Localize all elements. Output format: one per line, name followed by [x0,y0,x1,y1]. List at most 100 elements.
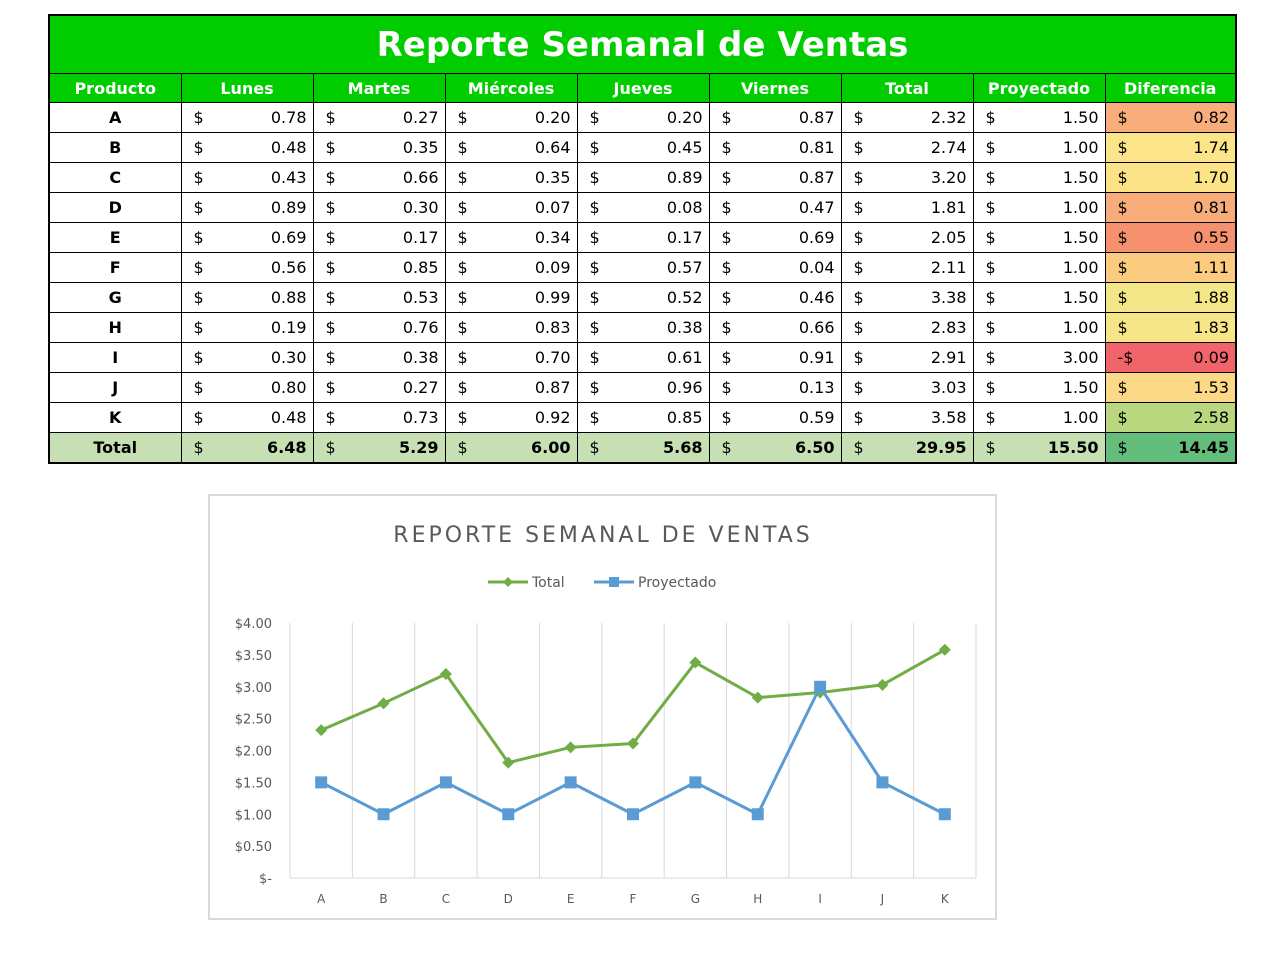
money-cell: $1.50 [972,102,1106,133]
money-cell: $0.73 [312,402,446,433]
x-tick-label: I [818,892,822,906]
currency-symbol: $ [985,378,996,397]
currency-symbol: $ [1117,378,1128,397]
currency-symbol: $ [721,108,732,127]
currency-symbol: $ [721,198,732,217]
currency-symbol: $ [721,318,732,337]
money-cell: $0.85 [312,252,446,283]
cell-value: 0.20 [666,108,703,127]
cell-value: 1.50 [1062,168,1099,187]
table-row: D $0.89 $0.30 $0.07 $0.08 $0.47 $1.81 $1.00 $0.8… [48,192,1237,223]
currency-symbol: $ [985,108,996,127]
money-cell: $3.03 [840,372,974,403]
money-cell: $0.45 [576,132,710,163]
cell-value: 0.69 [798,228,835,247]
money-cell: $0.80 [180,372,314,403]
currency-symbol: $ [853,318,864,337]
money-cell: $3.38 [840,282,974,313]
table-row: G $0.88 $0.53 $0.99 $0.52 $0.46 $3.38 $1.50 $1.8… [48,282,1237,313]
currency-symbol: $ [193,138,204,157]
currency-symbol: $ [325,408,336,427]
currency-symbol: $ [721,438,732,457]
cell-value: 0.73 [402,408,439,427]
cell-value: 0.57 [666,258,703,277]
money-cell: $0.46 [708,282,842,313]
column-header: Diferencia [1104,73,1237,103]
table-row: J $0.80 $0.27 $0.87 $0.96 $0.13 $3.03 $1.50 $1.5… [48,372,1237,403]
cell-value: 0.88 [270,288,307,307]
money-cell: $0.55 [1104,222,1237,253]
money-cell: $2.83 [840,312,974,343]
currency-symbol: $ [325,378,336,397]
money-cell: $1.50 [972,222,1106,253]
currency-symbol: $ [193,438,204,457]
money-cell: $14.45 [1104,432,1237,464]
currency-symbol: $ [193,408,204,427]
money-cell: $0.48 [180,132,314,163]
money-cell: $0.52 [576,282,710,313]
currency-symbol: $ [325,198,336,217]
point-total [502,756,515,769]
series-layer [315,643,951,821]
product-cell: G [48,282,182,313]
currency-symbol: $ [457,198,468,217]
currency-symbol: $ [589,198,600,217]
currency-symbol: $ [589,168,600,187]
money-cell: $0.99 [444,282,578,313]
money-cell: $1.00 [972,312,1106,343]
cell-value: 1.53 [1193,378,1229,397]
cell-value: 5.29 [399,438,439,457]
money-cell: $6.48 [180,432,314,464]
money-cell: $1.74 [1104,132,1237,163]
currency-symbol: $ [985,318,996,337]
cell-value: 0.35 [402,138,439,157]
column-header: Producto [48,73,182,103]
currency-symbol: $ [193,198,204,217]
cell-value: 0.53 [402,288,439,307]
cell-value: 1.50 [1062,378,1099,397]
cell-value: 0.85 [666,408,703,427]
money-cell: $5.68 [576,432,710,464]
money-cell: $1.50 [972,282,1106,313]
y-tick-label: $0.50 [235,840,272,855]
money-cell: $0.04 [708,252,842,283]
cell-value: 0.45 [666,138,703,157]
currency-symbol: $ [985,228,996,247]
y-tick-label: $1.00 [235,808,272,823]
money-cell: $5.29 [312,432,446,464]
cell-value: 6.48 [267,438,307,457]
money-cell: $0.09 [444,252,578,283]
product-cell: A [48,102,182,133]
currency-symbol: $ [589,258,600,277]
product-cell: B [48,132,182,163]
currency-symbol: $ [193,108,204,127]
cell-value: 0.89 [270,198,307,217]
money-cell: $0.53 [312,282,446,313]
currency-symbol: $ [985,198,996,217]
currency-symbol: $ [193,348,204,367]
money-cell: $2.05 [840,222,974,253]
cell-value: 0.78 [270,108,307,127]
table-row: B $0.48 $0.35 $0.64 $0.45 $0.81 $2.74 $1.00 $1.7… [48,132,1237,163]
cell-value: 0.48 [270,408,307,427]
money-cell: $0.56 [180,252,314,283]
money-cell: $29.95 [840,432,974,464]
cell-value: 0.89 [666,168,703,187]
money-cell: $0.76 [312,312,446,343]
currency-symbol: $ [457,108,468,127]
money-cell: $2.58 [1104,402,1237,433]
currency-symbol: $ [457,168,468,187]
currency-symbol: $ [721,258,732,277]
money-cell: -$ 0.09 [1104,342,1237,373]
column-header: Jueves [576,73,710,103]
cell-value: 2.74 [930,138,967,157]
cell-value: 0.66 [402,168,439,187]
currency-symbol: $ [325,318,336,337]
money-cell: $0.08 [576,192,710,223]
cell-value: 3.00 [1062,348,1099,367]
money-cell: $0.35 [312,132,446,163]
cell-value: 0.52 [666,288,703,307]
currency-symbol: $ [853,288,864,307]
currency-symbol: $ [325,258,336,277]
money-cell: $1.00 [972,252,1106,283]
